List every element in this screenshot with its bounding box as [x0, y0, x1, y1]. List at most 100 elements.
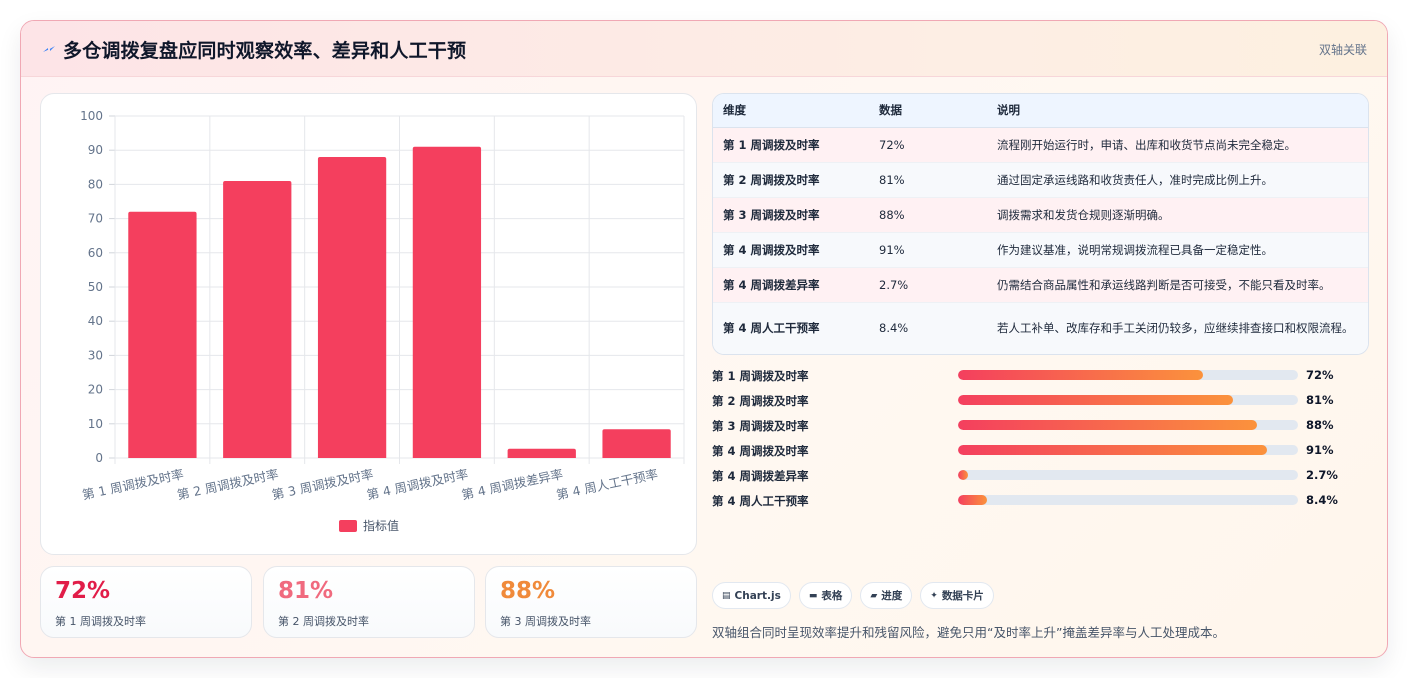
cell-note: 通过固定承运线路和收货责任人，准时完成比例上升。 — [987, 161, 1368, 197]
y-tick-label: 10 — [88, 417, 103, 431]
progress-value: 88% — [1306, 418, 1334, 432]
progress-label: 第 1 周调拨及时率 — [712, 369, 809, 383]
y-tick-label: 0 — [95, 451, 103, 465]
bar — [223, 180, 292, 458]
progress-label: 第 4 周人工干预率 — [712, 494, 809, 508]
column-header: 数据 — [869, 94, 987, 128]
table-icon: ▬ — [808, 590, 818, 601]
progress-fill — [958, 495, 987, 505]
x-tick-label: 第 4 周调拨差异率 — [460, 466, 564, 502]
card-header: 多仓调拨复盘应同时观察效率、差异和人工干预 双轴关联 — [21, 21, 1387, 77]
bar — [317, 157, 387, 458]
progress-value: 2.7% — [1306, 468, 1338, 482]
cell-value: 8.4% — [869, 301, 987, 354]
progress-label: 第 3 周调拨及时率 — [712, 419, 809, 433]
progress-fill — [958, 445, 1268, 455]
tag-data-card[interactable]: ✦ 数据卡片 — [920, 582, 994, 609]
footnote: 双轴组合同时呈现效率提升和残留风险，避免只用“及时率上升”掩盖差异率与人工处理成… — [712, 625, 1225, 640]
cell-value: 81% — [869, 161, 987, 197]
tag-label: 数据卡片 — [941, 590, 984, 602]
page-title: 多仓调拨复盘应同时观察效率、差异和人工干预 — [63, 40, 467, 62]
cell-value: 72% — [869, 126, 987, 162]
bar — [602, 429, 671, 458]
progress-fill — [958, 420, 1258, 430]
kpi-label: 第 3 周调拨及时率 — [500, 615, 591, 628]
cell-dimension: 第 1 周调拨及时率 — [713, 126, 869, 162]
legend-swatch — [339, 519, 357, 532]
x-tick-label: 第 2 周调拨及时率 — [176, 466, 280, 502]
kpi-card: 88% 第 3 周调拨及时率 — [485, 566, 697, 638]
dashboard-card: 多仓调拨复盘应同时观察效率、差异和人工干预 双轴关联 0 10 20 30 40 50 60… — [20, 20, 1388, 658]
progress-fill — [958, 470, 969, 480]
tag-label: 表格 — [821, 590, 843, 602]
cell-dimension: 第 4 周调拨及时率 — [713, 231, 869, 267]
kpi-card: 72% 第 1 周调拨及时率 — [40, 566, 252, 638]
data-table: 维度 数据 说明 第 1 周调拨及时率 72% 流程刚开始运行时，申请、出库和收… — [712, 93, 1369, 355]
kpi-value: 72% — [55, 578, 111, 604]
kpi-value: 81% — [278, 578, 334, 604]
x-tick-label: 第 1 周调拨及时率 — [81, 466, 185, 502]
table-row: 第 1 周调拨及时率 72% 流程刚开始运行时，申请、出库和收货节点尚未完全稳定… — [713, 126, 1368, 162]
column-header: 说明 — [987, 94, 1368, 128]
kpi-card: 81% 第 2 周调拨及时率 — [263, 566, 475, 638]
progress-track — [958, 370, 1298, 380]
bolt-icon — [43, 46, 55, 52]
bar — [412, 146, 482, 458]
progress-fill — [958, 370, 1203, 380]
progress-track — [958, 420, 1298, 430]
chart-legend[interactable]: 指标值 — [339, 517, 399, 534]
kpi-value: 88% — [500, 578, 556, 604]
header-badge: 双轴关联 — [1318, 43, 1367, 57]
progress-row: 第 3 周调拨及时率 88% — [712, 416, 1369, 434]
progress-value: 91% — [1306, 443, 1334, 457]
legend-label: 指标值 — [363, 519, 400, 533]
bar — [507, 448, 576, 458]
progress-value: 72% — [1306, 368, 1334, 382]
cell-value: 88% — [869, 196, 987, 232]
cell-note: 调拨需求和发货仓规则逐渐明确。 — [987, 196, 1368, 232]
cell-dimension: 第 2 周调拨及时率 — [713, 161, 869, 197]
table-row: 第 2 周调拨及时率 81% 通过固定承运线路和收货责任人，准时完成比例上升。 — [713, 161, 1368, 197]
table-row: 第 4 周人工干预率 8.4% 若人工补单、改库存和手工关闭仍较多，应继续排查接… — [713, 301, 1368, 354]
table-row: 第 4 周调拨及时率 91% 作为建议基准，说明常规调拨流程已具备一定稳定性。 — [713, 231, 1368, 267]
y-tick-label: 90 — [88, 143, 103, 157]
tag-label: 进度 — [881, 590, 903, 602]
progress-row: 第 2 周调拨及时率 81% — [712, 391, 1369, 409]
tag-chartjs[interactable]: ▤ Chart.js — [712, 582, 791, 609]
bar — [128, 211, 197, 458]
cell-value: 2.7% — [869, 266, 987, 302]
progress-label: 第 4 周调拨差异率 — [712, 469, 809, 483]
progress-track — [958, 445, 1298, 455]
progress-fill — [958, 395, 1234, 405]
cell-value: 91% — [869, 231, 987, 267]
table-row: 第 3 周调拨及时率 88% 调拨需求和发货仓规则逐渐明确。 — [713, 196, 1368, 232]
tag-progress[interactable]: ▰ 进度 — [860, 582, 913, 609]
table-row: 第 4 周调拨差异率 2.7% 仍需结合商品属性和承运线路判断是否可接受，不能只… — [713, 266, 1368, 302]
tag-table[interactable]: ▬ 表格 — [798, 582, 853, 609]
tag-label: Chart.js — [734, 589, 781, 602]
y-tick-label: 30 — [88, 348, 103, 362]
progress-track — [958, 470, 1298, 480]
cell-dimension: 第 4 周调拨差异率 — [713, 266, 869, 302]
cell-note: 若人工补单、改库存和手工关闭仍较多，应继续排查接口和权限流程。 — [987, 301, 1368, 354]
x-tick-label: 第 3 周调拨及时率 — [270, 466, 374, 502]
sparkle-icon: ✦ — [930, 590, 938, 601]
y-tick-label: 60 — [88, 246, 103, 260]
y-tick-label: 20 — [88, 383, 103, 397]
x-tick-label: 第 4 周人工干预率 — [555, 466, 659, 502]
cell-dimension: 第 4 周人工干预率 — [713, 301, 869, 354]
progress-track — [958, 395, 1298, 405]
y-tick-label: 50 — [88, 280, 103, 294]
cell-note: 仍需结合商品属性和承运线路判断是否可接受，不能只看及时率。 — [987, 266, 1368, 302]
cell-note: 作为建议基准，说明常规调拨流程已具备一定稳定性。 — [987, 231, 1368, 267]
progress-track — [958, 495, 1298, 505]
chart-icon: ▤ — [722, 590, 731, 601]
cell-note: 流程刚开始运行时，申请、出库和收货节点尚未完全稳定。 — [987, 126, 1368, 162]
column-header: 维度 — [713, 94, 869, 128]
progress-value: 81% — [1306, 393, 1334, 407]
progress-label: 第 4 周调拨及时率 — [712, 444, 809, 458]
progress-icon: ▰ — [870, 590, 878, 601]
table-header-row: 维度 数据 说明 — [713, 94, 1368, 128]
kpi-label: 第 2 周调拨及时率 — [278, 615, 369, 628]
